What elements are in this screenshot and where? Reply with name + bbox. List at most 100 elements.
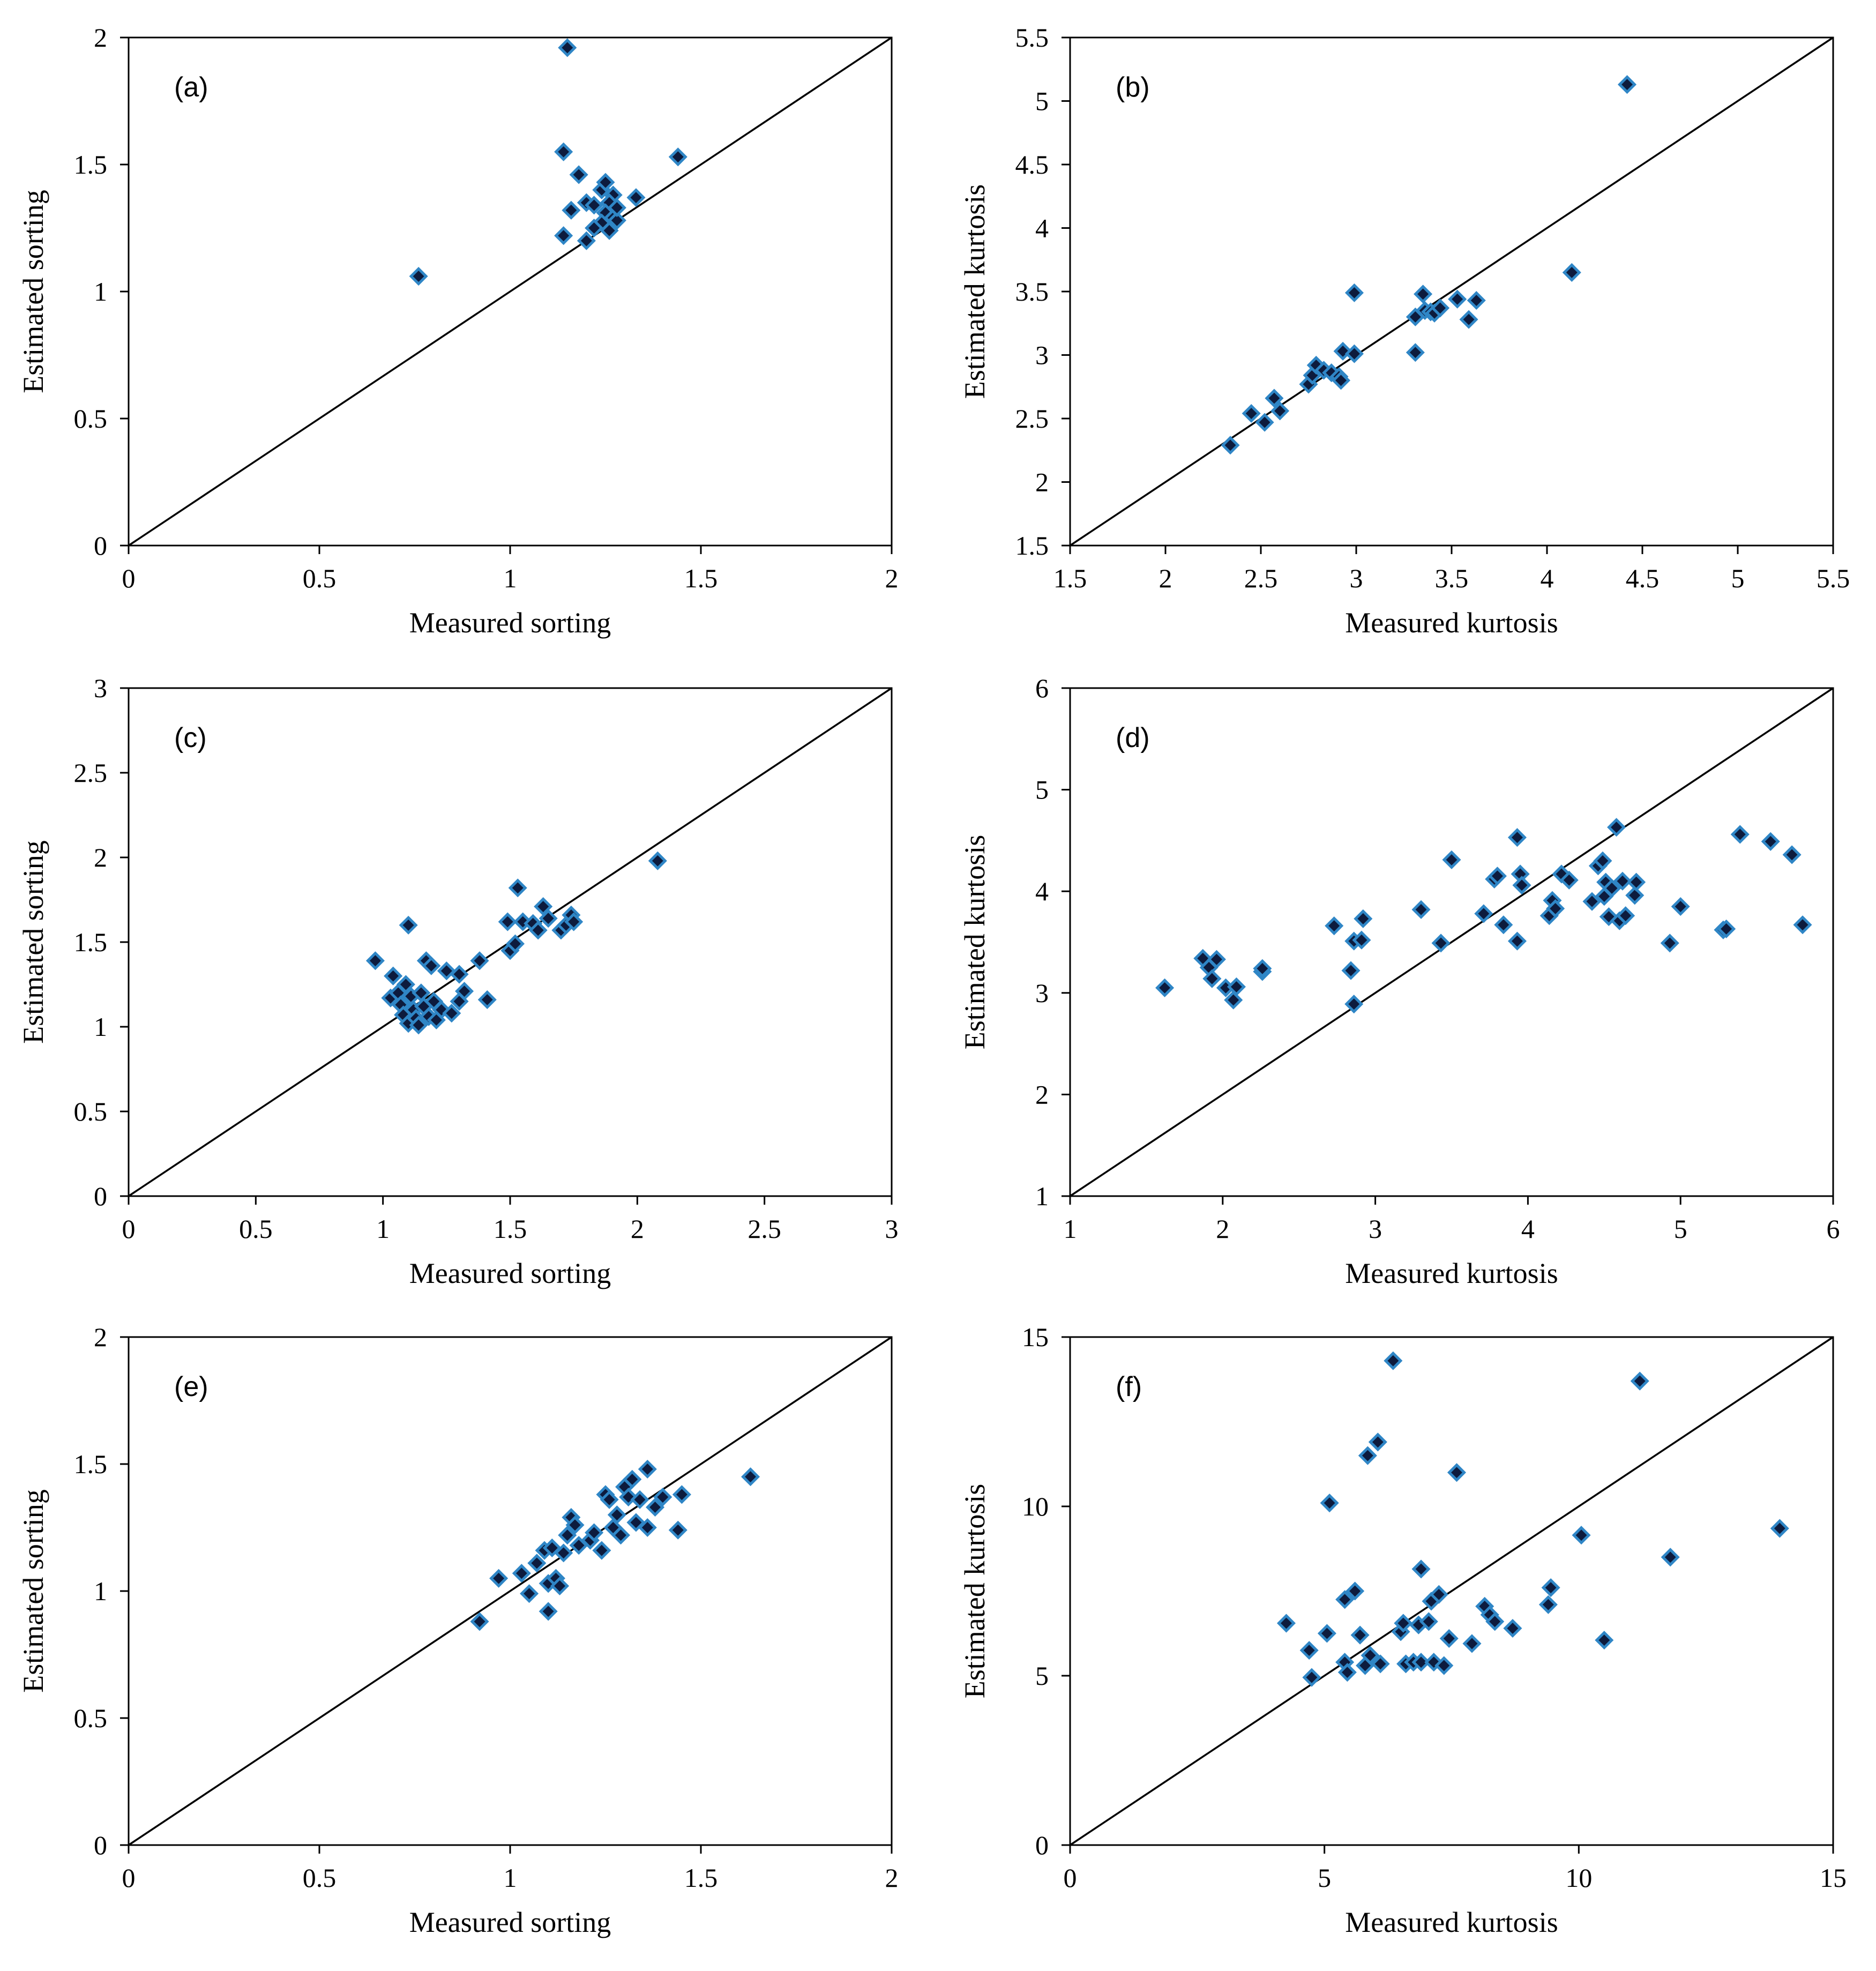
x-tick-label: 15 (1820, 1863, 1847, 1893)
data-point (528, 921, 548, 940)
data-point (653, 1488, 672, 1507)
data-point (564, 912, 584, 931)
x-tick-label: 1 (504, 563, 517, 593)
data-point (1411, 900, 1431, 919)
data-point (607, 211, 626, 230)
data-point (1485, 1612, 1505, 1631)
data-point (1462, 1634, 1482, 1653)
data-point (1467, 291, 1486, 310)
data-point (626, 188, 646, 207)
x-tick-label: 3 (885, 1214, 899, 1244)
y-tick-label: 1.5 (1015, 531, 1049, 561)
x-tick-label: 3 (1369, 1214, 1382, 1244)
data-point (1671, 897, 1690, 916)
y-tick-label: 0 (94, 1830, 107, 1860)
one-to-one-line (1070, 36, 1834, 547)
x-tick-label: 3 (1350, 563, 1363, 593)
data-point (1439, 1629, 1459, 1648)
data-point (1616, 906, 1635, 925)
data-point (1276, 1614, 1296, 1633)
data-point (1770, 1519, 1789, 1538)
data-point (1207, 950, 1226, 969)
data-point (450, 965, 469, 984)
data-point (1507, 828, 1527, 847)
data-point (1155, 978, 1175, 997)
data-point (600, 1490, 619, 1509)
data-point (1265, 389, 1284, 408)
y-tick-label: 2.5 (74, 758, 108, 788)
x-tick-label: 0 (1064, 1863, 1077, 1893)
y-tick-label: 0 (94, 531, 107, 561)
data-point (1255, 413, 1274, 432)
one-to-one-line (128, 1336, 892, 1846)
data-point (1661, 1548, 1680, 1567)
x-tick-label: 3.5 (1435, 563, 1469, 593)
data-point (1419, 1612, 1438, 1631)
x-tick-label: 0 (122, 563, 136, 593)
data-point (527, 1554, 547, 1573)
data-point (534, 897, 553, 916)
data-point (399, 915, 418, 935)
x-tick-label: 1 (376, 1214, 390, 1244)
data-point (1227, 977, 1246, 996)
x-tick-label: 1.5 (684, 1863, 718, 1893)
data-point (558, 38, 577, 57)
y-tick-label: 5 (1035, 1661, 1049, 1691)
x-tick-label: 2 (885, 563, 899, 593)
scatter-panel-a: 0 0.5 1 1.5 2 0 0.5 1 1.5 2 Measured sorting Estima… (17, 23, 899, 639)
y-tick-label: 4 (1035, 213, 1049, 243)
x-tick-label: 4.5 (1626, 563, 1660, 593)
data-point (1538, 1595, 1558, 1614)
data-point (672, 1485, 691, 1504)
x-tick-label: 2.5 (1244, 563, 1278, 593)
x-tick-label: 4 (1541, 563, 1554, 593)
data-point (585, 218, 604, 238)
data-point (1361, 1646, 1380, 1665)
data-point (623, 1469, 642, 1489)
y-axis-title: Estimated sorting (17, 190, 49, 393)
y-tick-label: 15 (1022, 1322, 1049, 1352)
x-tick-label: 0.5 (303, 563, 337, 593)
data-point (569, 165, 588, 184)
x-tick-label: 1.5 (684, 563, 718, 593)
y-tick-label: 0.5 (74, 1703, 108, 1733)
y-tick-label: 1.5 (74, 1449, 108, 1479)
y-axis-title: Estimated sorting (17, 840, 49, 1043)
data-point (1717, 919, 1736, 938)
data-point (1371, 1654, 1390, 1674)
y-tick-label: 3 (94, 673, 107, 703)
data-point (1344, 283, 1364, 302)
data-point (1354, 909, 1373, 928)
x-tick-label: 0.5 (239, 1214, 273, 1244)
x-tick-label: 5 (1731, 563, 1745, 593)
data-point (1488, 867, 1507, 886)
panel-label: (c) (174, 722, 207, 753)
x-axis-title: Measured sorting (409, 607, 611, 639)
data-point (489, 1569, 509, 1588)
data-point (512, 1564, 531, 1583)
x-tick-label: 0 (122, 1863, 136, 1893)
y-tick-label: 2 (1035, 467, 1049, 497)
scatter-panel-e: 0 0.5 1 1.5 2 0 0.5 1 1.5 2 Measured sorting Estima… (17, 1322, 899, 1938)
data-point (539, 909, 558, 928)
y-tick-label: 1 (94, 277, 107, 307)
data-point (607, 198, 626, 218)
y-tick-label: 10 (1022, 1491, 1049, 1521)
data-point (585, 1523, 604, 1542)
y-axis-title: Estimated kurtosis (959, 1484, 991, 1698)
data-point (1503, 1618, 1522, 1638)
data-point (607, 1505, 626, 1525)
scatter-panel-c: 0 0.5 1 1.5 2 2.5 3 0 0.5 1 1.5 2 2.5 3 Measured sorti… (17, 673, 899, 1289)
x-tick-label: 1.5 (1053, 563, 1087, 593)
data-point (562, 200, 581, 220)
data-point (668, 1520, 687, 1540)
x-tick-label: 1 (504, 1863, 517, 1893)
data-point (1761, 832, 1780, 851)
data-point (1320, 1494, 1339, 1513)
data-point (1253, 959, 1272, 978)
data-point (1431, 934, 1451, 953)
data-point (1384, 1351, 1403, 1370)
data-point (1406, 343, 1425, 362)
x-axis-title: Measured sorting (409, 1906, 611, 1938)
